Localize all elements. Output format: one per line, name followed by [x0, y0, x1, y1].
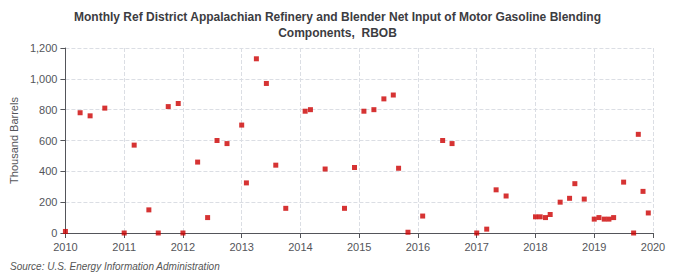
- svg-text:Monthly Ref District Appalachi: Monthly Ref District Appalachian Refiner…: [74, 10, 601, 24]
- svg-text:400: 400: [39, 165, 57, 177]
- svg-text:1,000: 1,000: [30, 73, 58, 85]
- svg-text:Components, RBOB: Components, RBOB: [278, 26, 397, 40]
- svg-text:800: 800: [39, 104, 57, 116]
- svg-text:2010: 2010: [53, 241, 77, 253]
- svg-text:2016: 2016: [406, 241, 430, 253]
- svg-text:2011: 2011: [112, 241, 136, 253]
- svg-text:600: 600: [39, 135, 57, 147]
- svg-text:2018: 2018: [523, 241, 547, 253]
- svg-text:0: 0: [51, 227, 57, 239]
- svg-text:2017: 2017: [464, 241, 488, 253]
- svg-text:1,200: 1,200: [30, 42, 58, 54]
- svg-text:Thousand Barrels: Thousand Barrels: [8, 97, 20, 184]
- svg-text:Source: U.S. Energy Informatio: Source: U.S. Energy Information Administ…: [10, 261, 220, 272]
- svg-text:2014: 2014: [288, 241, 312, 253]
- svg-text:2015: 2015: [347, 241, 371, 253]
- svg-text:2012: 2012: [171, 241, 195, 253]
- svg-text:2019: 2019: [582, 241, 606, 253]
- svg-text:2020: 2020: [641, 241, 665, 253]
- svg-text:200: 200: [39, 196, 57, 208]
- svg-text:2013: 2013: [229, 241, 253, 253]
